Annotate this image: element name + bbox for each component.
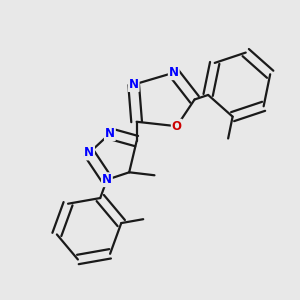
Text: N: N [105, 127, 115, 140]
Text: O: O [172, 120, 182, 133]
Text: N: N [129, 78, 139, 91]
Text: N: N [84, 146, 94, 160]
Text: N: N [169, 66, 179, 79]
Text: N: N [102, 173, 112, 186]
